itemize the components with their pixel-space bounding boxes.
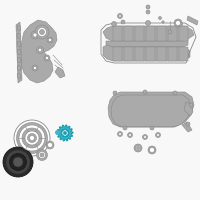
- Circle shape: [6, 150, 30, 174]
- Circle shape: [19, 125, 45, 151]
- Polygon shape: [179, 26, 188, 41]
- Circle shape: [48, 38, 52, 42]
- Circle shape: [112, 21, 116, 26]
- Polygon shape: [184, 102, 193, 116]
- Polygon shape: [55, 67, 65, 78]
- Ellipse shape: [17, 33, 21, 39]
- Polygon shape: [168, 26, 177, 41]
- Ellipse shape: [17, 73, 21, 79]
- Circle shape: [30, 136, 35, 140]
- Polygon shape: [113, 47, 122, 61]
- Circle shape: [118, 132, 122, 136]
- Ellipse shape: [17, 49, 21, 55]
- Circle shape: [10, 154, 26, 170]
- Polygon shape: [168, 47, 177, 61]
- Polygon shape: [108, 92, 194, 127]
- Circle shape: [129, 134, 131, 136]
- Circle shape: [113, 91, 117, 95]
- Circle shape: [173, 91, 177, 95]
- Circle shape: [143, 90, 147, 94]
- Circle shape: [46, 141, 54, 149]
- Circle shape: [174, 19, 182, 27]
- Circle shape: [40, 29, 44, 34]
- Circle shape: [121, 20, 125, 24]
- Circle shape: [146, 5, 150, 9]
- Polygon shape: [57, 125, 73, 141]
- Circle shape: [123, 126, 127, 130]
- Circle shape: [42, 30, 46, 34]
- Circle shape: [186, 122, 190, 126]
- Circle shape: [142, 134, 148, 140]
- Circle shape: [168, 30, 172, 34]
- Polygon shape: [103, 26, 194, 41]
- Circle shape: [136, 146, 140, 150]
- Circle shape: [62, 130, 68, 136]
- Circle shape: [38, 48, 42, 52]
- Circle shape: [189, 103, 193, 107]
- Circle shape: [118, 14, 122, 19]
- Circle shape: [146, 10, 150, 14]
- Circle shape: [146, 21, 151, 25]
- Circle shape: [3, 147, 33, 177]
- Circle shape: [14, 120, 50, 156]
- Circle shape: [38, 152, 46, 158]
- Polygon shape: [135, 47, 144, 61]
- Polygon shape: [124, 47, 133, 61]
- Circle shape: [63, 131, 67, 135]
- Circle shape: [47, 37, 53, 43]
- Circle shape: [40, 153, 44, 157]
- Circle shape: [150, 126, 154, 130]
- Circle shape: [36, 150, 48, 160]
- Circle shape: [134, 144, 142, 152]
- Ellipse shape: [17, 65, 21, 71]
- Polygon shape: [179, 47, 188, 61]
- Polygon shape: [113, 26, 122, 41]
- Circle shape: [157, 134, 159, 136]
- Polygon shape: [135, 26, 144, 41]
- Circle shape: [31, 31, 39, 39]
- Circle shape: [156, 132, 160, 138]
- Circle shape: [34, 66, 36, 70]
- Polygon shape: [106, 39, 188, 47]
- Polygon shape: [146, 47, 155, 61]
- Circle shape: [148, 146, 156, 154]
- Circle shape: [13, 157, 23, 167]
- Circle shape: [158, 17, 162, 20]
- Circle shape: [136, 146, 140, 150]
- Polygon shape: [157, 47, 166, 61]
- Circle shape: [144, 136, 146, 138]
- Circle shape: [178, 21, 182, 26]
- Circle shape: [40, 28, 48, 36]
- Polygon shape: [157, 26, 166, 41]
- Polygon shape: [187, 16, 198, 25]
- Ellipse shape: [17, 25, 21, 31]
- Circle shape: [48, 142, 52, 148]
- Polygon shape: [16, 22, 22, 83]
- Polygon shape: [20, 20, 57, 83]
- Circle shape: [119, 133, 121, 135]
- Ellipse shape: [17, 57, 21, 63]
- Circle shape: [35, 25, 49, 39]
- Circle shape: [25, 131, 39, 145]
- Circle shape: [119, 15, 121, 17]
- Circle shape: [38, 27, 46, 36]
- Polygon shape: [124, 26, 133, 41]
- Circle shape: [60, 128, 70, 138]
- Circle shape: [150, 148, 154, 152]
- Circle shape: [44, 55, 50, 61]
- Polygon shape: [182, 122, 192, 132]
- Circle shape: [22, 128, 42, 148]
- Circle shape: [33, 33, 37, 37]
- Polygon shape: [103, 45, 190, 61]
- Circle shape: [36, 46, 44, 53]
- Circle shape: [16, 122, 48, 154]
- Circle shape: [28, 134, 36, 142]
- Polygon shape: [146, 26, 155, 41]
- Ellipse shape: [17, 41, 21, 47]
- Circle shape: [162, 21, 164, 23]
- Circle shape: [46, 56, 48, 60]
- Circle shape: [32, 65, 38, 71]
- Circle shape: [176, 21, 180, 25]
- Circle shape: [128, 132, 132, 138]
